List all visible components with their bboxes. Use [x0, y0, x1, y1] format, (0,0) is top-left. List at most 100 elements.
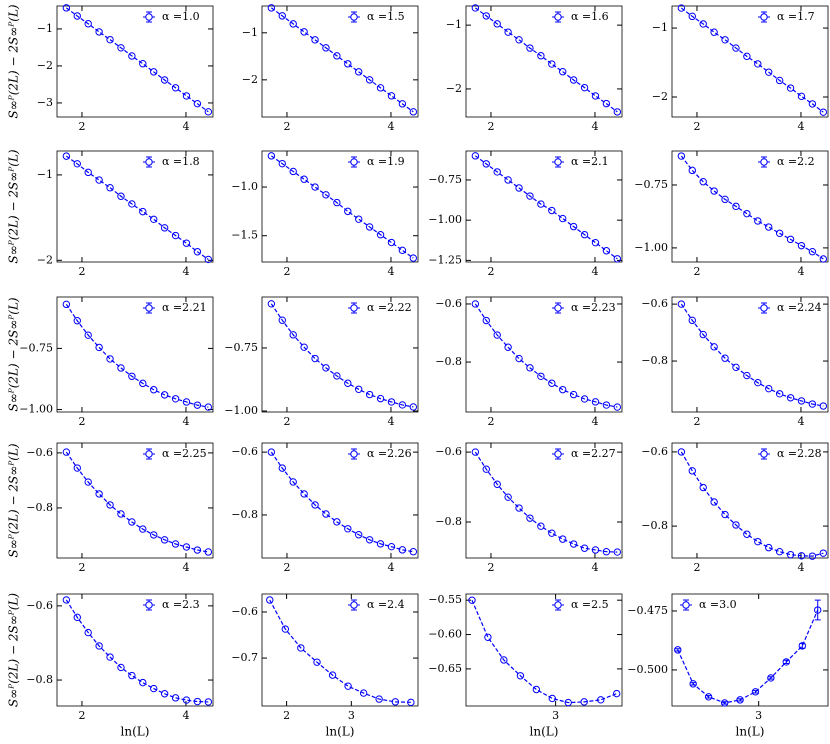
- legend-marker: [554, 450, 562, 458]
- y-axis-label: S∞ᴾ(2L) − 2S∞ᴾ(L): [7, 297, 21, 412]
- data-point: [580, 544, 589, 552]
- plot-frame: [465, 442, 623, 559]
- y-axis-label: S∞ᴾ(2L) − 2S∞ᴾ(L): [7, 443, 21, 558]
- data-point: [765, 543, 773, 552]
- data-point: [333, 518, 341, 526]
- data-point: [278, 159, 286, 168]
- data-point: [128, 518, 136, 526]
- y-tick-label: −0.60: [428, 628, 462, 641]
- x-tick-label: 4: [797, 120, 804, 133]
- y-tick-label: −0.8: [641, 354, 668, 367]
- data-point: [171, 395, 180, 403]
- data-point: [674, 646, 682, 654]
- data-point: [333, 198, 341, 207]
- legend-marker: [760, 304, 768, 312]
- data-point: [532, 685, 541, 694]
- data-point: [482, 160, 490, 168]
- data-point: [580, 230, 589, 239]
- legend-label: α =2.26: [367, 447, 412, 460]
- data-point: [160, 536, 169, 544]
- x-tick-label: 4: [387, 415, 394, 428]
- data-point: [732, 521, 740, 529]
- data-point: [128, 671, 136, 680]
- data-point: [171, 540, 180, 548]
- data-line: [474, 451, 618, 553]
- x-tick-label: 2: [693, 265, 700, 278]
- data-point: [398, 100, 407, 108]
- data-point: [355, 215, 363, 223]
- y-tick-label: −1.00: [19, 403, 53, 416]
- x-tick-label: 2: [487, 561, 494, 574]
- data-point: [548, 60, 556, 68]
- x-tick-label: 4: [182, 265, 189, 278]
- data-point: [193, 697, 202, 706]
- data-point: [526, 192, 534, 200]
- legend-label: α =1.9: [367, 155, 405, 168]
- data-point: [267, 448, 276, 456]
- panel: 2 4 −0.75 −1.00 α =2.2: [634, 150, 829, 278]
- data-point: [387, 92, 396, 100]
- data-point: [204, 255, 213, 264]
- data-point: [775, 547, 784, 556]
- data-line: [471, 599, 617, 704]
- x-tick-label: 2: [487, 265, 494, 278]
- data-point: [289, 331, 297, 339]
- x-axis-label: ln(L): [326, 725, 355, 739]
- data-point: [297, 644, 305, 652]
- data-line: [475, 7, 618, 113]
- data-point: [743, 52, 751, 61]
- data-point: [128, 200, 136, 208]
- x-tick-label: 4: [797, 415, 804, 428]
- data-point: [500, 656, 508, 664]
- y-tick-label: −2: [446, 82, 462, 95]
- legend-marker: [350, 601, 358, 609]
- panel: 2 4 −1 −2 S∞ᴾ(2L) − 2S∞ᴾ(L) α =1.8: [7, 149, 214, 278]
- data-point: [798, 642, 807, 650]
- plot-frame: [261, 150, 419, 263]
- plot-frame: [465, 296, 623, 413]
- data-point: [754, 217, 762, 225]
- data-point: [493, 20, 501, 28]
- data-point: [515, 354, 523, 363]
- data-point: [62, 596, 71, 604]
- plot-frame: [671, 296, 829, 413]
- panel: 2 4 −0.6 −0.8 α =2.28: [641, 442, 829, 574]
- data-point: [160, 76, 169, 84]
- data-point: [767, 674, 775, 682]
- data-point: [797, 241, 806, 250]
- x-tick-label: 4: [387, 265, 394, 278]
- data-point: [493, 168, 501, 176]
- y-tick-label: −1: [37, 22, 53, 35]
- y-tick-label: −0.55: [428, 593, 462, 606]
- x-tick-label: 4: [591, 415, 598, 428]
- panel: 2 4 −0.6 −0.8 S∞ᴾ(2L) − 2S∞ᴾ(L) α =2.25: [7, 442, 214, 574]
- data-point: [786, 235, 795, 244]
- plot-frame: [671, 593, 829, 707]
- data-point: [732, 44, 740, 52]
- y-axis-label: S∞ᴾ(2L) − 2S∞ᴾ(L): [7, 593, 21, 708]
- error-bar: [737, 698, 744, 702]
- y-tick-label: −1: [652, 21, 668, 34]
- data-point: [204, 403, 213, 411]
- data-point: [62, 4, 71, 12]
- data-point: [471, 300, 480, 308]
- y-tick-label: −1.0: [231, 180, 258, 193]
- x-tick-label: 2: [78, 265, 85, 278]
- plot-frame: [261, 442, 419, 559]
- x-tick-label: 2: [78, 415, 85, 428]
- panel: 2 4 −1 −2 α =1.7: [652, 4, 829, 133]
- data-point: [365, 223, 374, 231]
- data-point: [376, 540, 385, 548]
- legend-marker: [760, 158, 768, 166]
- legend-marker: [760, 450, 768, 458]
- data-point: [721, 510, 729, 519]
- data-point: [559, 214, 567, 223]
- plot-frame: [56, 593, 214, 707]
- data-point: [580, 698, 588, 706]
- y-tick-label: −0.65: [428, 662, 462, 675]
- data-point: [84, 20, 92, 28]
- data-point: [313, 658, 321, 666]
- data-point: [482, 316, 490, 325]
- data-point: [710, 28, 718, 36]
- error-bar: [674, 648, 681, 652]
